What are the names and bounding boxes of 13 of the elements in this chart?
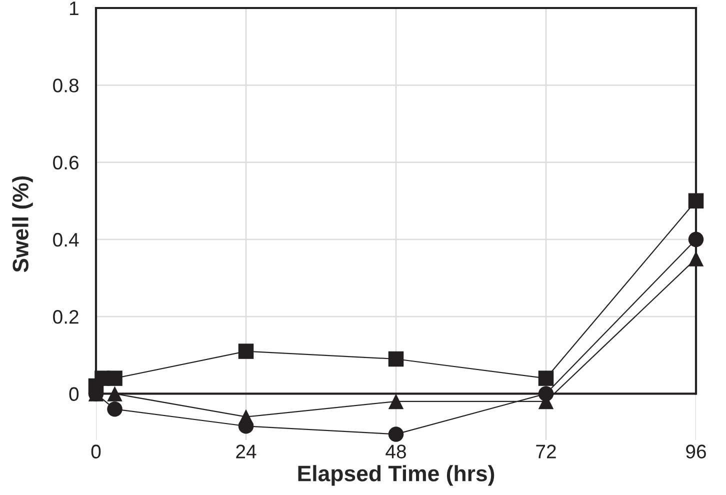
x-tick-label: 0 <box>91 444 101 458</box>
x-axis-title: Elapsed Time (hrs) <box>298 465 494 486</box>
y-axis-title: Swell (%) <box>12 176 33 272</box>
x-tick-label: 48 <box>386 444 406 458</box>
y-tick-label: 1 <box>70 2 78 16</box>
x-tick-label: 96 <box>686 444 706 458</box>
y-tick-label: 0.8 <box>53 78 78 92</box>
x-tick-label: 24 <box>236 444 256 458</box>
x-tick-label: 72 <box>536 444 556 458</box>
y-tick-label: 0.4 <box>53 232 79 247</box>
y-tick-label: 0 <box>69 387 79 401</box>
y-tick-label: 0.6 <box>53 156 78 170</box>
y-tick-label: 0.2 <box>53 310 78 324</box>
